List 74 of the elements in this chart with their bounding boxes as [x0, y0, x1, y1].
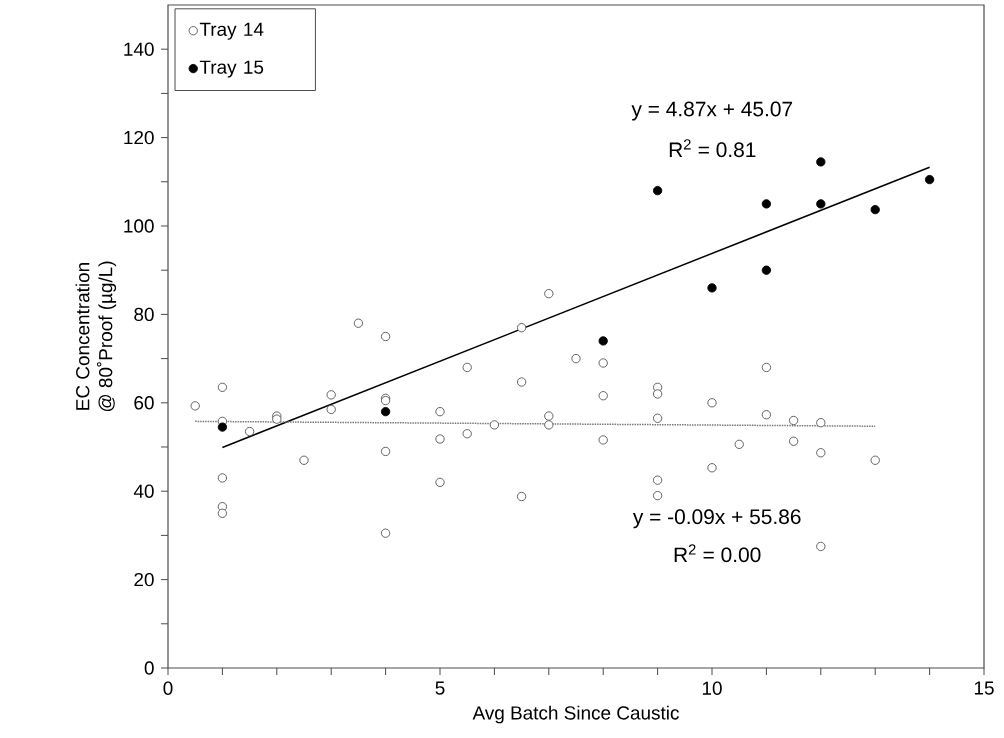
point	[489, 420, 500, 430]
point	[870, 455, 880, 465]
legend-label: Tray 15	[199, 60, 264, 78]
y-tick-label: 140	[124, 42, 154, 56]
point	[244, 426, 255, 437]
point	[217, 382, 228, 392]
point	[462, 362, 472, 373]
point	[380, 446, 391, 457]
y-tick-label: 40	[133, 484, 154, 498]
point	[734, 439, 744, 449]
legend-label: Tray 14	[199, 22, 264, 40]
point	[652, 389, 663, 399]
y-tick-label: 60	[134, 396, 154, 410]
point	[299, 455, 309, 465]
point	[435, 406, 445, 417]
point	[380, 528, 391, 538]
point	[598, 358, 608, 368]
y-tick-label: 80	[134, 307, 154, 322]
y-tick-label: 20	[134, 572, 154, 587]
point	[816, 157, 826, 167]
y-tick-label: 120	[124, 130, 154, 145]
point	[462, 429, 472, 439]
point	[217, 473, 228, 483]
point	[761, 410, 772, 420]
annotation: R$^{2}$ = 0.81	[669, 139, 756, 158]
point	[816, 418, 826, 428]
point	[598, 336, 608, 346]
point	[924, 174, 935, 185]
point	[544, 288, 554, 299]
point	[380, 331, 391, 342]
point	[652, 413, 663, 423]
point	[761, 265, 772, 275]
point	[217, 508, 228, 518]
point	[707, 398, 717, 408]
point	[326, 390, 336, 400]
x-tick-label: 10	[702, 681, 722, 695]
point	[816, 199, 826, 209]
point	[816, 541, 826, 552]
point	[652, 490, 663, 501]
point	[788, 436, 799, 446]
annotation: y = 4.87x + 45.07	[631, 101, 793, 121]
point	[598, 391, 608, 401]
x-axis-title: Avg Batch Since Caustic	[472, 705, 679, 724]
point	[516, 323, 527, 333]
point	[571, 353, 581, 364]
point	[652, 185, 663, 196]
point	[380, 406, 391, 417]
point	[353, 318, 364, 328]
point	[217, 422, 228, 432]
point	[598, 435, 608, 445]
point	[870, 204, 880, 215]
point	[707, 283, 717, 293]
y-tick-label: 0	[144, 661, 154, 675]
point	[190, 401, 200, 411]
y-axis-title: EC Concentration @ 80˚Proof (µg/L)	[75, 261, 117, 412]
point	[516, 377, 527, 387]
x-tick-label: 5	[435, 681, 445, 695]
y-tick-label: 100	[124, 219, 154, 233]
point	[544, 411, 554, 421]
point	[435, 434, 445, 444]
point	[544, 420, 554, 430]
point	[816, 448, 826, 458]
point	[516, 491, 527, 502]
point	[707, 463, 717, 473]
point	[761, 362, 772, 373]
x-tick-label: 15	[974, 681, 994, 695]
point	[652, 475, 663, 485]
annotation: R$^{2}$ = 0.00	[674, 544, 761, 563]
point	[761, 199, 772, 209]
point	[435, 477, 445, 488]
point	[326, 404, 336, 415]
annotation: y = -0.09x + 55.86	[632, 509, 801, 529]
x-tick-label: 0	[163, 681, 173, 695]
point	[788, 415, 799, 426]
